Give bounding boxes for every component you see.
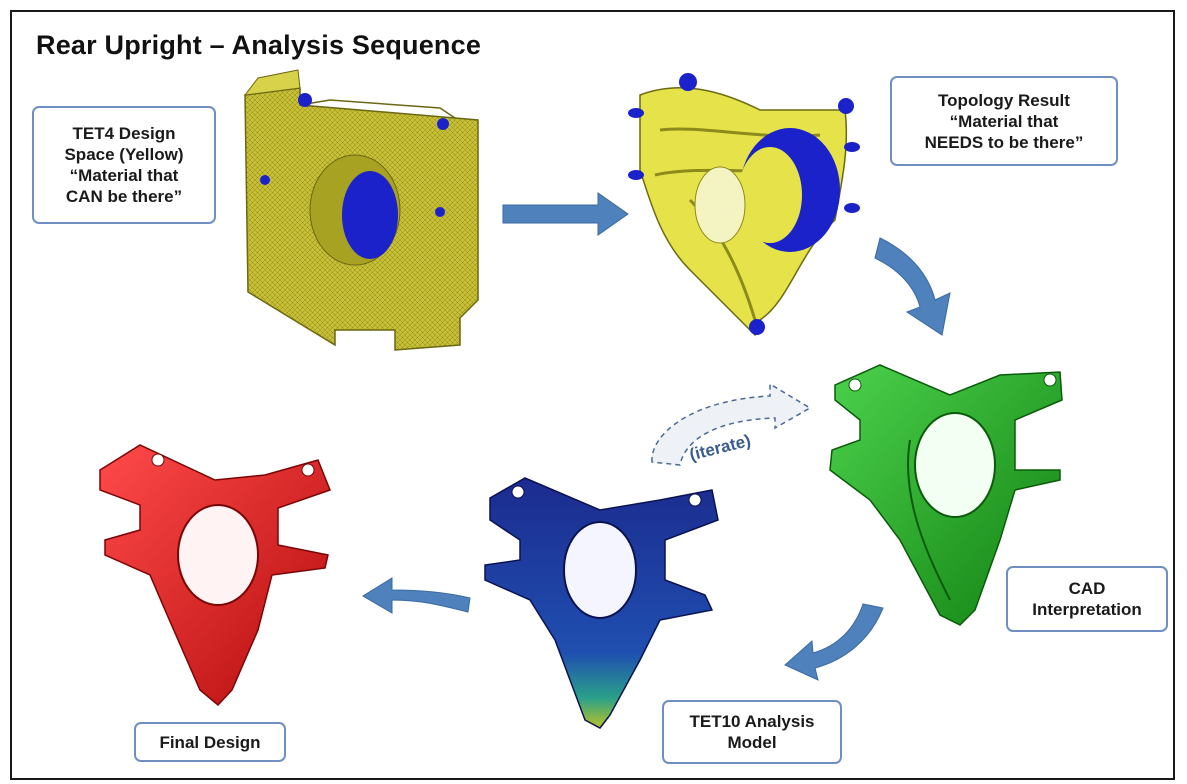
- final-design-label: Final Design: [134, 722, 286, 762]
- tet10-analysis-part: [484, 477, 719, 729]
- topology-label-line: “Material that: [949, 111, 1059, 131]
- final-design-part: [99, 444, 331, 707]
- page-title: Rear Upright – Analysis Sequence: [36, 30, 482, 60]
- tet4-label-line: “Material that: [69, 166, 179, 185]
- arrow-tet10-to-final: [362, 577, 471, 614]
- final-label-line: Final Design: [159, 732, 261, 752]
- tet4-design-space-label: TET4 Design Space (Yellow) “Material tha…: [32, 106, 216, 224]
- cad-label-line: CAD: [1068, 579, 1106, 598]
- topology-label-line: NEEDS to be there”: [924, 132, 1084, 152]
- tet4-design-space-part: [243, 69, 479, 351]
- tet10-label-line: TET10 Analysis: [689, 712, 815, 731]
- iterate-dashed-arrow: [651, 382, 812, 466]
- tet4-label-line: CAN be there”: [65, 187, 183, 206]
- cad-interpretation-part: [829, 364, 1063, 626]
- tet4-label-line: TET4 Design: [72, 124, 176, 143]
- tet4-label-line: Space (Yellow): [64, 145, 184, 164]
- arrow-tet4-to-topology: [502, 192, 629, 236]
- topology-result-part: [628, 73, 860, 337]
- arrow-topology-to-cad: [874, 237, 951, 336]
- arrow-cad-to-tet10: [784, 603, 884, 681]
- topology-result-label: Topology Result “Material that NEEDS to …: [890, 76, 1118, 166]
- cad-label-line: Interpretation: [1032, 600, 1142, 619]
- tet10-analysis-model-label: TET10 Analysis Model: [662, 700, 842, 764]
- topology-label-line: Topology Result: [938, 90, 1070, 110]
- cad-interpretation-label: CAD Interpretation: [1006, 566, 1168, 632]
- tet10-label-line: Model: [727, 733, 777, 752]
